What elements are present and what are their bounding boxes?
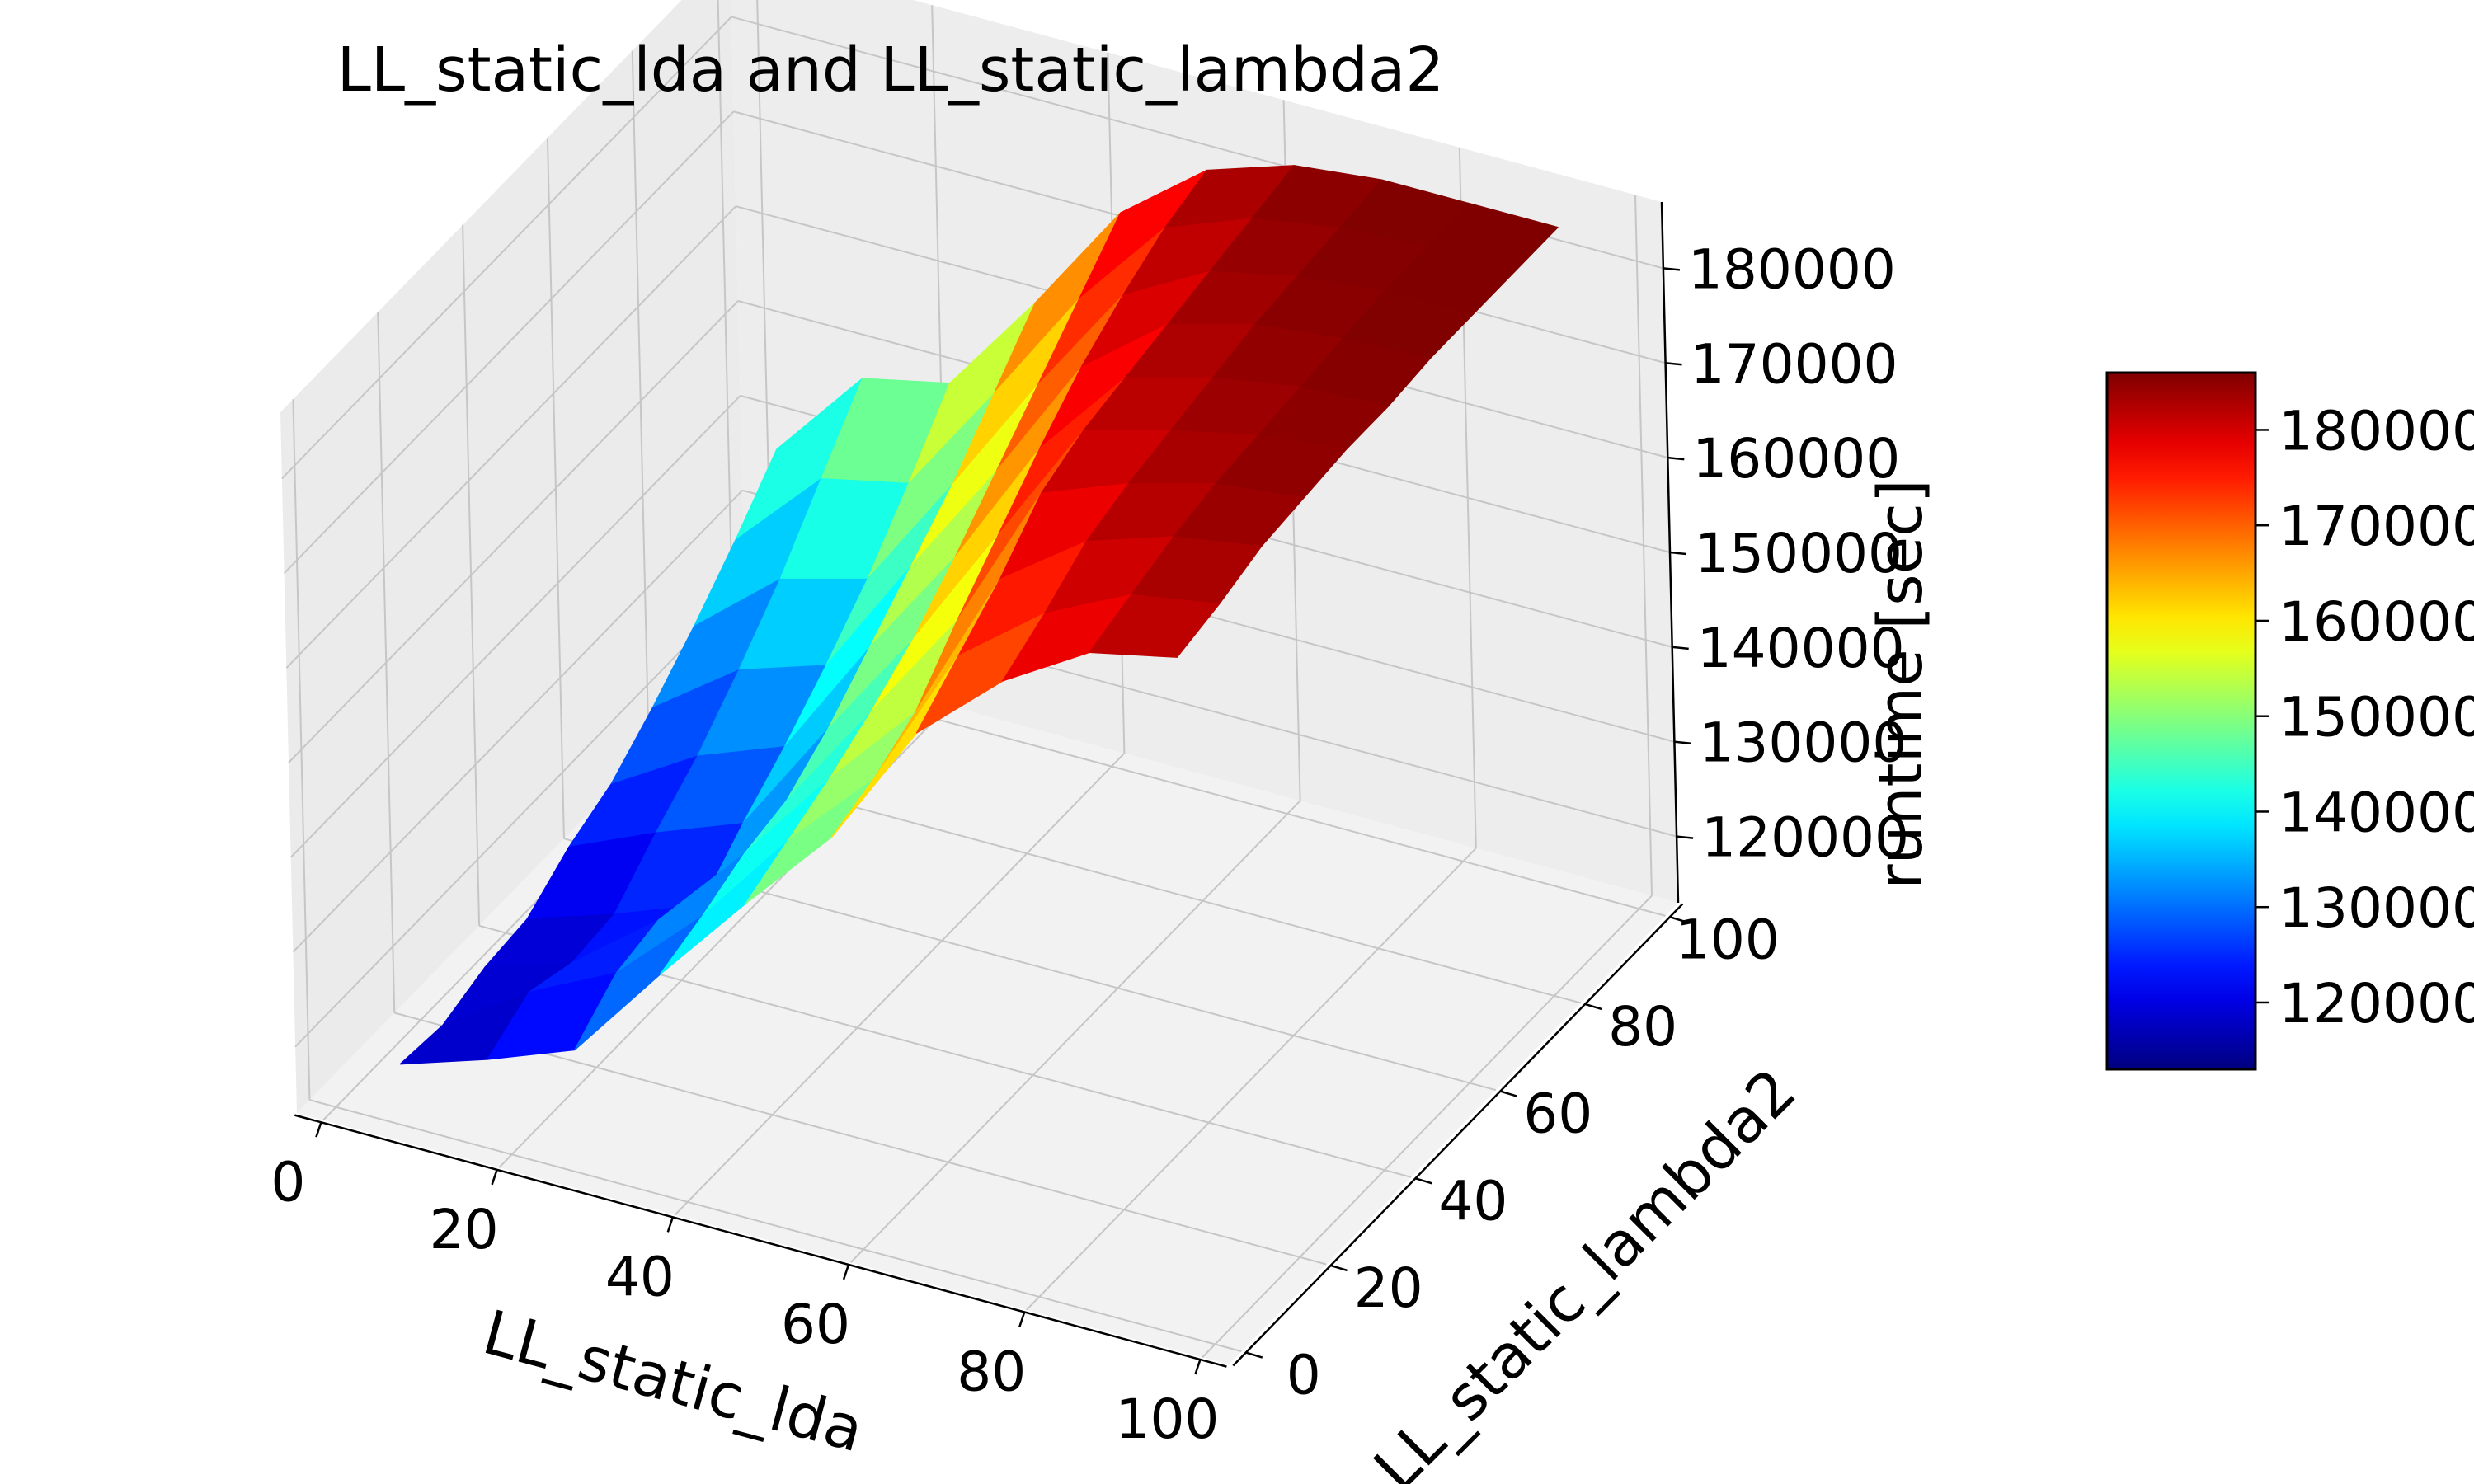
y-tick-label: 0: [1286, 1344, 1321, 1407]
x-tick-label: 20: [430, 1198, 499, 1261]
z-tick: [1674, 742, 1691, 744]
colorbar: 120000 130000 140000 150000 160000 170000 1800…: [2107, 373, 2474, 1069]
x-tick: [668, 1217, 673, 1232]
y-tick: [1415, 1178, 1432, 1183]
y-tick: [1585, 1004, 1602, 1009]
y-tick-label: 100: [1676, 908, 1780, 971]
x-tick: [1195, 1360, 1200, 1374]
y-tick: [1500, 1092, 1517, 1097]
z-tick: [1672, 647, 1689, 649]
x-tick-label: 0: [270, 1150, 305, 1214]
y-tick-label: 40: [1438, 1169, 1507, 1233]
z-tick: [1666, 363, 1682, 364]
z-tick: [1667, 458, 1684, 459]
y-tick-label: 20: [1354, 1256, 1423, 1320]
colorbar-tick-label: 170000: [2279, 495, 2474, 558]
colorbar-tick-label: 160000: [2279, 590, 2474, 654]
x-tick: [492, 1170, 497, 1185]
z-tick: [1677, 837, 1693, 838]
x-tick-label: 60: [781, 1293, 850, 1356]
x-tick: [1019, 1312, 1024, 1327]
colorbar-tick-label: 180000: [2279, 399, 2474, 463]
y-tick: [1331, 1266, 1348, 1270]
y-tick-label: 60: [1523, 1082, 1592, 1146]
z-tick-label: 180000: [1688, 237, 1896, 301]
colorbar-tick-label: 130000: [2279, 876, 2474, 940]
x-tick: [844, 1265, 849, 1280]
z-tick: [1663, 268, 1680, 270]
colorbar-tick-label: 120000: [2279, 972, 2474, 1036]
y-tick-label: 80: [1608, 995, 1677, 1059]
colorbar-tick-label: 150000: [2279, 686, 2474, 749]
z-tick-label: 170000: [1691, 332, 1898, 396]
x-tick-label: 40: [605, 1245, 675, 1308]
x-tick: [316, 1122, 321, 1137]
z-tick: [1670, 552, 1686, 554]
z-axis-label: runtime [sec]: [1865, 479, 1936, 889]
colorbar-tick-label: 140000: [2279, 781, 2474, 844]
x-tick-label: 100: [1115, 1388, 1219, 1451]
x-tick-label: 80: [957, 1340, 1026, 1403]
y-tick: [1246, 1353, 1263, 1358]
chart-title: LL_static_lda and LL_static_lambda2: [337, 35, 1445, 106]
colorbar-gradient: [2107, 373, 2255, 1069]
